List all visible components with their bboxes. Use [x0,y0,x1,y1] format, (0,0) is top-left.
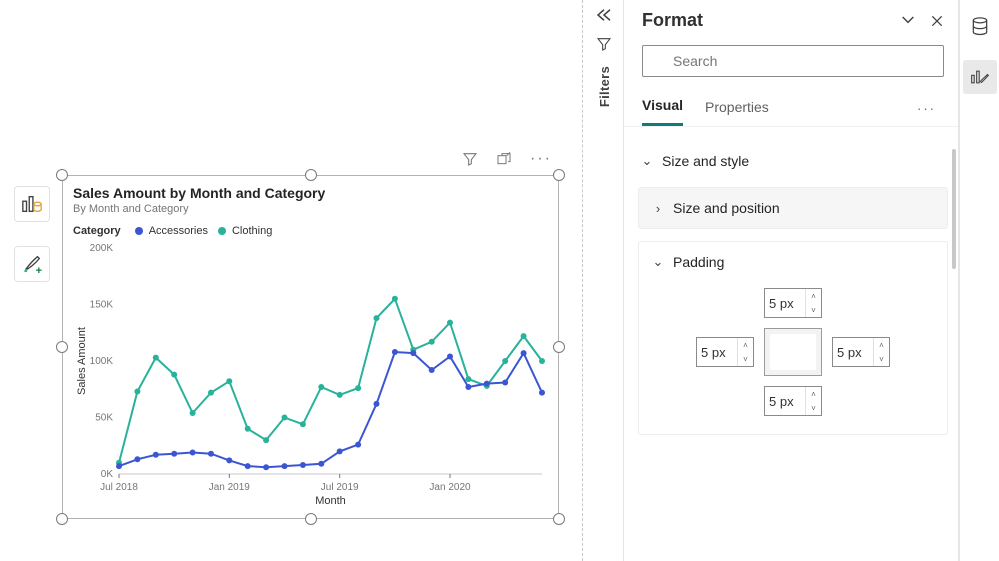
padding-bottom-value[interactable] [765,394,805,409]
more-options-icon[interactable]: ··· [530,150,552,168]
stepper-down-icon[interactable]: ˅ [738,352,753,366]
svg-text:Sales Amount: Sales Amount [76,327,88,395]
legend-label-accessories: Accessories [149,225,208,237]
stepper-down-icon[interactable]: ˅ [806,303,821,317]
stepper-up-icon[interactable]: ˄ [874,338,889,352]
padding-editor: ˄˅ ˄˅ ˄˅ ˄˅ [639,282,947,434]
format-pane-button[interactable] [963,60,997,94]
chevron-down-icon: ⌄ [640,153,654,169]
stepper-up-icon[interactable]: ˄ [806,387,821,401]
chevron-right-icon: › [651,201,665,216]
padding-left-value[interactable] [697,345,737,360]
close-icon[interactable] [930,14,944,28]
chevron-down-icon: ⌄ [651,254,665,270]
database-icon [970,16,990,38]
legend-title: Category [73,225,121,237]
filters-label: Filters [597,66,612,107]
section-title: Padding [673,254,724,270]
bar-chart-config-icon [21,193,43,215]
svg-text:Jul 2019: Jul 2019 [321,482,359,493]
section-title: Size and style [662,153,749,169]
selection-handle[interactable] [56,341,68,353]
format-visual-button[interactable]: + [14,246,50,282]
svg-text:100K: 100K [90,356,114,367]
visual-header-actions: ··· [462,150,552,168]
svg-text:Month: Month [315,495,346,507]
section-padding[interactable]: ⌄ Padding [639,242,947,282]
report-canvas[interactable]: + ··· Sales Amount by Month and Category… [0,0,582,561]
filters-collapsed-pane[interactable]: Filters [589,8,619,107]
padding-left-input[interactable]: ˄˅ [696,337,754,367]
stepper-up-icon[interactable]: ˄ [806,289,821,303]
svg-text:Jan 2020: Jan 2020 [429,482,471,493]
padding-right-value[interactable] [833,345,873,360]
svg-text:+: + [36,265,42,275]
format-panel: Format Visual Properties ··· ⌄ Size and … [623,0,959,561]
selection-handle[interactable] [553,513,565,525]
svg-text:50K: 50K [95,413,113,424]
section-size-and-position[interactable]: › Size and position [639,188,947,228]
selection-handle[interactable] [305,169,317,181]
format-panel-body: ⌄ Size and style › Size and position ⌄ P… [624,127,958,561]
paint-brush-icon: + [21,253,43,275]
visual-legend: Category Accessories Clothing [63,219,558,237]
svg-text:200K: 200K [90,243,114,254]
legend-label-clothing: Clothing [232,225,272,237]
svg-text:0K: 0K [101,469,114,480]
selection-handle[interactable] [56,169,68,181]
more-options-icon[interactable]: ··· [917,101,940,116]
section-title: Size and position [673,200,780,216]
stepper-up-icon[interactable]: ˄ [738,338,753,352]
collapse-pane-icon[interactable] [900,14,916,28]
legend-marker-clothing [218,227,226,235]
legend-marker-accessories [135,227,143,235]
selection-handle[interactable] [553,341,565,353]
build-visual-button[interactable] [14,186,50,222]
visual-subtitle: By Month and Category [63,201,558,219]
pane-divider[interactable] [582,0,583,561]
svg-text:Jan 2019: Jan 2019 [209,482,251,493]
data-pane-button[interactable] [963,10,997,44]
padding-top-input[interactable]: ˄˅ [764,288,822,318]
format-panel-title: Format [642,10,703,31]
svg-text:Jul 2018: Jul 2018 [100,482,138,493]
padding-right-input[interactable]: ˄˅ [832,337,890,367]
format-tabs: Visual Properties ··· [624,87,958,127]
section-size-and-style[interactable]: ⌄ Size and style [638,141,948,181]
selection-handle[interactable] [553,169,565,181]
padding-top-value[interactable] [765,296,805,311]
padding-bottom-input[interactable]: ˄˅ [764,386,822,416]
chart-plot-area: 0K 50K 100K 150K 200K Jul 2018 Jan 2019 Jul … [73,242,550,508]
tab-properties[interactable]: Properties [705,93,769,125]
selection-handle[interactable] [305,513,317,525]
tab-visual[interactable]: Visual [642,91,683,126]
padding-preview-box [764,328,822,376]
funnel-icon [596,36,612,52]
filter-icon[interactable] [462,151,478,167]
stepper-down-icon[interactable]: ˅ [806,401,821,415]
focus-mode-icon[interactable] [496,151,512,167]
expand-pane-icon[interactable] [595,8,613,22]
scrollbar-thumb[interactable] [952,149,956,269]
chart-visual[interactable]: Sales Amount by Month and Category By Mo… [62,175,559,519]
stepper-down-icon[interactable]: ˅ [874,352,889,366]
format-panel-header: Format [624,0,958,39]
svg-text:150K: 150K [90,300,114,311]
chart-brush-icon [970,67,990,87]
search-input[interactable] [642,45,944,77]
selection-handle[interactable] [56,513,68,525]
right-icon-rail [959,0,999,561]
